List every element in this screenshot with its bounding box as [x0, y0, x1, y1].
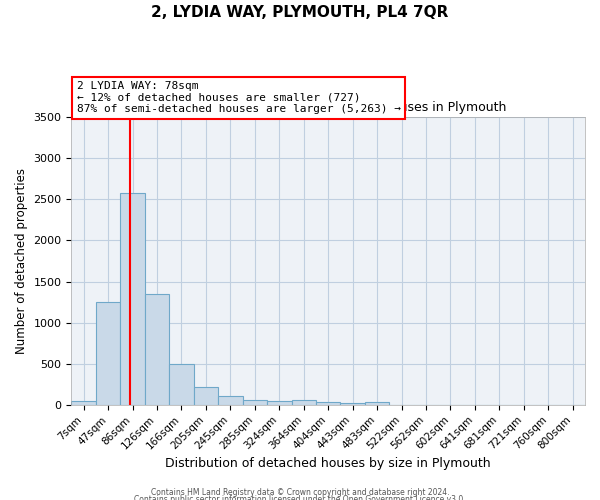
Text: Contains HM Land Registry data © Crown copyright and database right 2024.: Contains HM Land Registry data © Crown c… — [151, 488, 449, 497]
Bar — [365, 402, 389, 405]
Bar — [145, 294, 169, 405]
Title: Size of property relative to detached houses in Plymouth: Size of property relative to detached ho… — [150, 102, 506, 114]
Bar — [292, 400, 316, 405]
Text: 2 LYDIA WAY: 78sqm
← 12% of detached houses are smaller (727)
87% of semi-detach: 2 LYDIA WAY: 78sqm ← 12% of detached hou… — [77, 81, 401, 114]
X-axis label: Distribution of detached houses by size in Plymouth: Distribution of detached houses by size … — [166, 457, 491, 470]
Bar — [169, 364, 194, 405]
Bar — [121, 192, 145, 405]
Bar — [340, 403, 365, 405]
Bar — [218, 396, 242, 405]
Bar — [267, 401, 292, 405]
Bar — [194, 387, 218, 405]
Bar — [242, 400, 267, 405]
Bar — [316, 402, 340, 405]
Y-axis label: Number of detached properties: Number of detached properties — [15, 168, 28, 354]
Text: Contains public sector information licensed under the Open Government Licence v3: Contains public sector information licen… — [134, 496, 466, 500]
Bar — [71, 401, 96, 405]
Text: 2, LYDIA WAY, PLYMOUTH, PL4 7QR: 2, LYDIA WAY, PLYMOUTH, PL4 7QR — [151, 5, 449, 20]
Bar — [96, 302, 121, 405]
